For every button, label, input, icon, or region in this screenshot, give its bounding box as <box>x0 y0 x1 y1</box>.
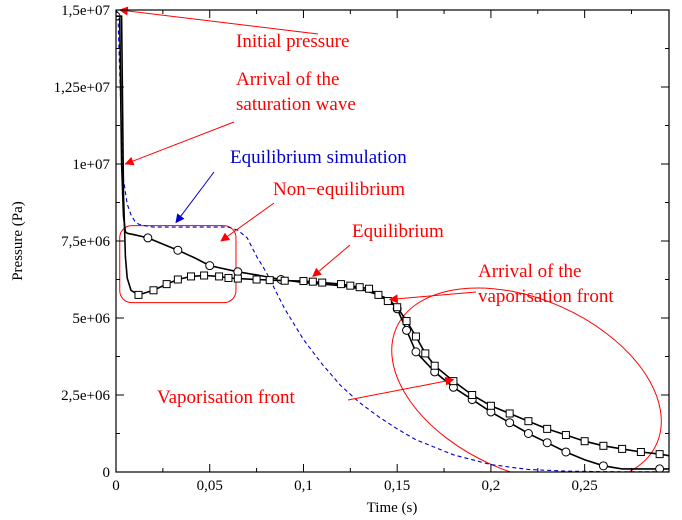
square-marker <box>655 450 664 459</box>
square-marker <box>149 286 158 295</box>
circle-marker <box>505 418 515 428</box>
circle-marker <box>173 245 183 255</box>
annotation-arrow-vaporisation-front-arrival <box>388 291 477 304</box>
circle-marker <box>542 438 552 448</box>
circle-marker <box>655 464 665 472</box>
y-tick-label: 0 <box>103 465 111 481</box>
square-marker <box>561 431 570 440</box>
annotation-non-equilibrium: Non−equilibrium <box>273 179 405 200</box>
square-marker <box>346 281 355 290</box>
square-marker <box>186 272 195 281</box>
square-marker <box>449 377 458 386</box>
square-marker <box>430 361 439 370</box>
square-marker <box>524 417 533 426</box>
x-axis-title: Time (s) <box>367 500 418 516</box>
circle-marker <box>402 325 412 335</box>
y-axis-title: Pressure (Pa) <box>10 201 26 281</box>
series-line-equilibrium-simulation <box>116 10 669 472</box>
square-marker <box>365 284 374 293</box>
annotation-equilibrium-simulation: Equilibrium simulation <box>230 147 407 168</box>
circle-marker <box>143 233 153 243</box>
square-marker <box>421 349 430 358</box>
highlight-non-equilibrium-box <box>119 225 237 304</box>
y-tick-label: 2,5e+06 <box>61 388 110 404</box>
circle-marker <box>598 461 608 471</box>
square-marker <box>383 297 392 306</box>
annotation-arrow-equilibrium-simulation <box>175 171 215 224</box>
annotation-vaporisation-front-arrival-line: Arrival of the <box>478 261 581 282</box>
square-marker <box>252 275 261 284</box>
annotation-arrow-non-equilibrium <box>220 202 275 242</box>
square-marker <box>265 276 274 285</box>
square-marker <box>308 277 317 286</box>
annotation-arrow-equilibrium <box>312 244 351 278</box>
annotation-saturation-wave-line: Arrival of the <box>236 69 339 90</box>
annotation-equilibrium: Equilibrium <box>352 221 444 242</box>
circle-marker <box>411 347 421 357</box>
square-marker <box>402 317 411 326</box>
circle-marker <box>523 429 533 438</box>
square-marker <box>318 278 327 287</box>
annotation-initial-pressure: Initial pressure <box>236 31 349 52</box>
square-marker <box>618 444 627 453</box>
square-marker <box>374 290 383 299</box>
square-marker <box>336 280 345 289</box>
square-marker <box>134 290 143 299</box>
annotation-vaporisation-front: Vaporisation front <box>157 387 295 408</box>
square-marker <box>173 275 182 284</box>
square-marker <box>233 274 242 283</box>
square-marker <box>215 272 224 281</box>
highlight-vaporisation-front-ellipse <box>391 287 662 472</box>
annotation-arrow-saturation-wave <box>124 121 235 166</box>
square-marker <box>486 401 495 410</box>
square-marker <box>355 283 364 292</box>
circle-marker <box>561 447 571 457</box>
square-marker <box>393 303 402 312</box>
x-tick-label: 0,1 <box>294 478 313 494</box>
square-marker <box>299 277 308 286</box>
x-tick-label: 0,15 <box>384 478 410 494</box>
square-marker <box>636 447 645 456</box>
square-marker <box>411 332 420 341</box>
x-tick-label: 0,05 <box>197 478 223 494</box>
square-marker <box>200 271 209 280</box>
square-marker <box>543 424 552 433</box>
x-tick-label: 0,25 <box>572 478 598 494</box>
square-marker <box>505 409 514 418</box>
annotation-vaporisation-front-arrival-line: vaporisation front <box>478 286 614 307</box>
y-tick-label: 1e+07 <box>72 157 110 173</box>
x-tick-label: 0 <box>112 478 120 494</box>
square-marker <box>162 280 171 289</box>
circle-marker <box>205 261 215 271</box>
y-tick-label: 5e+06 <box>72 311 110 327</box>
y-tick-label: 1,5e+07 <box>61 3 110 19</box>
square-marker <box>224 273 233 282</box>
annotation-arrow-vaporisation-front <box>347 376 455 401</box>
y-tick-label: 1,25e+07 <box>54 80 111 96</box>
square-marker <box>599 441 608 450</box>
square-marker <box>580 437 589 446</box>
square-marker <box>280 276 289 285</box>
x-tick-label: 0,2 <box>482 478 501 494</box>
annotation-arrow-initial-pressure <box>118 6 319 35</box>
square-marker <box>468 391 477 399</box>
y-tick-label: 7,5e+06 <box>61 234 110 250</box>
annotation-saturation-wave-line: saturation wave <box>236 94 356 115</box>
